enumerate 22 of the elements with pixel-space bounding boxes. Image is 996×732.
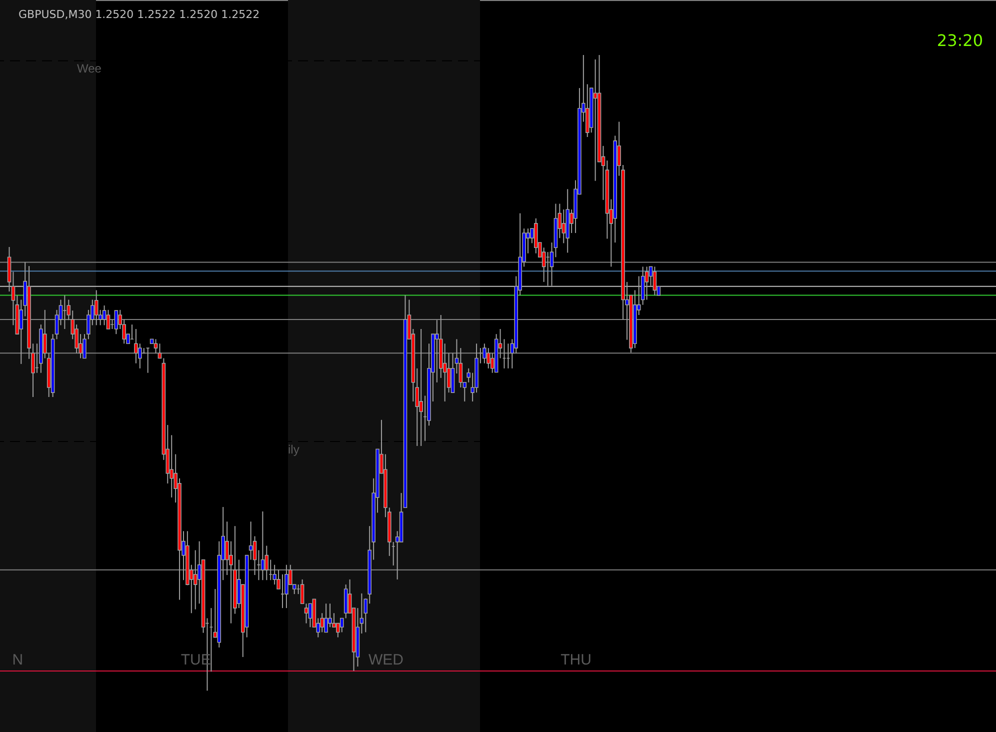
candlestick (652, 266, 657, 296)
ref-line-label: Wee (77, 62, 102, 76)
candlestick (94, 290, 98, 326)
candlestick (248, 521, 253, 560)
candlestick (106, 309, 110, 330)
x-tick-label: WED (368, 652, 404, 668)
candlestick (260, 510, 265, 581)
candlestick (308, 603, 312, 628)
x-tick-label: N (12, 652, 24, 668)
text: 23:20 (936, 31, 983, 50)
candlestick (102, 304, 106, 326)
ref-line-label: ily (288, 442, 300, 457)
candlestick (593, 58, 598, 182)
candlestick (458, 348, 463, 388)
candlestick (419, 328, 423, 446)
candlestick (114, 310, 118, 335)
x-tick-label: THU (560, 652, 592, 668)
candlestick (486, 348, 490, 369)
candlestick (340, 618, 344, 633)
candlestick (324, 603, 328, 633)
chart-title: GBPUSD,M30 1.2520 1.2522 1.2520 1.2522 (18, 8, 260, 21)
candlestick (284, 564, 288, 609)
